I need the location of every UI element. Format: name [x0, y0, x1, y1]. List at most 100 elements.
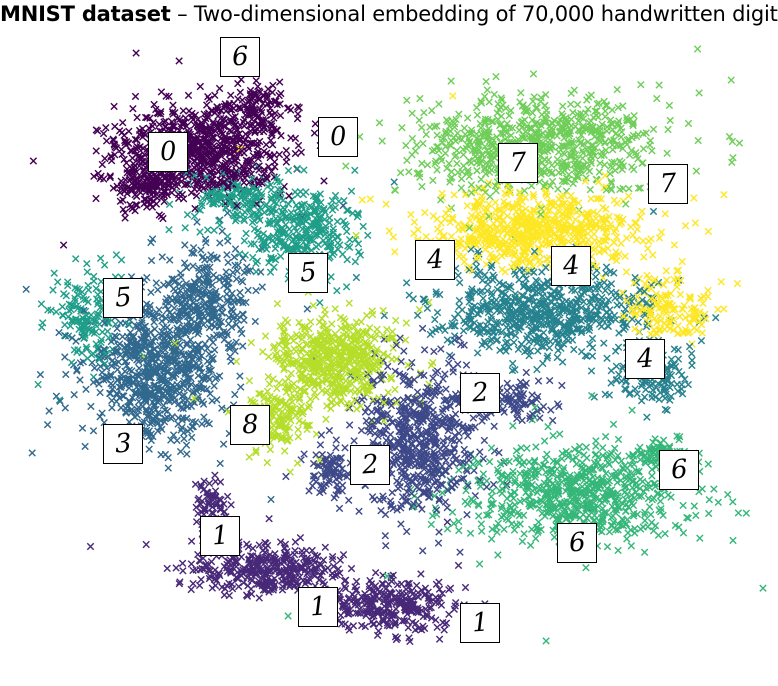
scatter-point-digit-4 — [685, 342, 694, 351]
scatter-point-digit-2 — [361, 408, 370, 416]
scatter-point-digit-0 — [267, 111, 275, 119]
scatter-point-digit-9 — [485, 178, 493, 187]
scatter-point-digit-9 — [574, 199, 583, 207]
scatter-point-digit-9 — [450, 191, 458, 199]
scatter-point-digit-5 — [288, 195, 296, 204]
scatter-point-digit-3 — [216, 459, 224, 468]
scatter-point-digit-6 — [734, 509, 743, 517]
scatter-point-digit-9 — [382, 200, 390, 208]
scatter-point-digit-5 — [78, 349, 86, 357]
scatter-point-digit-6 — [455, 466, 463, 474]
scatter-point-digit-5 — [61, 321, 69, 329]
scatter-point-digit-2 — [459, 422, 467, 430]
scatter-point-digit-7 — [646, 137, 655, 145]
scatter-point-digit-6 — [636, 525, 645, 533]
scatter-point-digit-1 — [423, 612, 431, 621]
scatter-point-digit-9 — [662, 267, 670, 275]
scatter-point-digit-6 — [443, 525, 452, 533]
scatter-point-digit-6 — [592, 442, 600, 450]
scatter-point-digit-7 — [554, 185, 562, 193]
scatter-point-digit-4 — [432, 288, 440, 296]
scatter-point-digit-1 — [189, 579, 197, 588]
scatter-point-digit-7 — [483, 86, 491, 94]
scatter-point-digit-9 — [442, 209, 450, 218]
scatter-point-digit-0 — [282, 146, 290, 155]
scatter-point-digit-6 — [523, 444, 531, 452]
scatter-point-digit-9 — [587, 195, 595, 203]
scatter-point-digit-4 — [603, 354, 611, 362]
scatter-point-digit-1 — [461, 583, 470, 592]
scatter-point-digit-8 — [294, 433, 302, 441]
scatter-point-digit-4 — [431, 315, 439, 324]
scatter-point-digit-9 — [667, 289, 675, 298]
scatter-point-digit-9 — [676, 312, 684, 321]
scatter-point-digit-5 — [72, 255, 80, 263]
scatter-point-digit-7 — [402, 141, 410, 150]
scatter-point-digit-3 — [43, 421, 52, 429]
scatter-point-digit-0 — [254, 82, 262, 91]
scatter-point-digit-6 — [580, 476, 588, 485]
scatter-point-digit-9 — [485, 200, 493, 208]
scatter-point-digit-7 — [567, 139, 575, 148]
scatter-point-digit-7 — [342, 162, 350, 170]
scatter-point-digit-2 — [456, 548, 464, 556]
scatter-point-digit-5 — [196, 206, 204, 214]
scatter-point-digit-9 — [591, 236, 599, 244]
scatter-point-digit-1 — [400, 617, 408, 625]
scatter-point-digit-3 — [147, 256, 156, 265]
scatter-point-digit-5 — [54, 278, 62, 286]
scatter-point-digit-2 — [464, 432, 472, 440]
scatter-point-digit-4 — [637, 397, 646, 405]
scatter-point-digit-9 — [601, 171, 609, 180]
scatter-point-digit-3 — [113, 365, 122, 374]
scatter-point-digit-5 — [198, 199, 206, 207]
scatter-point-digit-5 — [252, 259, 260, 268]
chart-title-bold: MNIST dataset — [0, 2, 171, 26]
scatter-point-digit-8 — [312, 393, 320, 401]
scatter-point-digit-4 — [515, 276, 523, 284]
scatter-point-digit-6 — [543, 450, 551, 458]
scatter-point-digit-6 — [487, 535, 496, 543]
scatter-point-digit-2 — [396, 334, 404, 342]
scatter-point-digit-0 — [129, 105, 137, 113]
scatter-point-digit-3 — [138, 316, 146, 324]
scatter-point-digit-5 — [60, 290, 68, 298]
scatter-point-digit-8 — [336, 313, 345, 322]
scatter-point-digit-4 — [479, 294, 487, 302]
scatter-point-digit-7 — [694, 136, 702, 145]
scatter-point-digit-5 — [71, 294, 79, 302]
scatter-point-digit-6 — [636, 443, 644, 451]
scatter-point-digit-2 — [332, 444, 340, 452]
scatter-point-digit-6 — [520, 530, 528, 538]
scatter-point-digit-0 — [238, 96, 246, 104]
scatter-point-digit-0 — [106, 172, 114, 180]
scatter-point-digit-5 — [335, 197, 343, 205]
scatter-point-digit-4 — [534, 347, 542, 355]
scatter-point-digit-7 — [477, 175, 485, 183]
scatter-point-digit-5 — [97, 336, 106, 344]
scatter-point-digit-8 — [294, 425, 302, 434]
scatter-point-digit-9 — [590, 230, 598, 238]
scatter-point-digit-1 — [341, 584, 350, 593]
scatter-point-digit-3 — [258, 283, 266, 291]
scatter-point-digit-5 — [210, 226, 218, 234]
scatter-point-digit-2 — [335, 504, 344, 513]
scatter-point-digit-5 — [356, 251, 365, 259]
scatter-point-digit-8 — [264, 373, 272, 381]
scatter-point-digit-6 — [504, 471, 512, 480]
scatter-point-digit-7 — [463, 114, 472, 122]
scatter-point-digit-6 — [631, 529, 639, 537]
scatter-point-digit-5 — [100, 261, 109, 269]
scatter-point-digit-6 — [582, 443, 590, 451]
scatter-point-digit-2 — [355, 507, 363, 515]
scatter-point-digit-0 — [96, 174, 104, 183]
scatter-point-digit-7 — [591, 107, 599, 115]
scatter-point-digit-9 — [714, 305, 722, 314]
scatter-point-digit-9 — [571, 215, 580, 224]
scatter-point-digit-5 — [347, 187, 356, 195]
scatter-point-digit-1 — [255, 541, 263, 549]
scatter-point-digit-3 — [228, 289, 236, 298]
scatter-point-digit-9 — [567, 191, 575, 200]
scatter-point-digit-6 — [609, 420, 618, 428]
scatter-point-digit-7 — [548, 161, 556, 169]
